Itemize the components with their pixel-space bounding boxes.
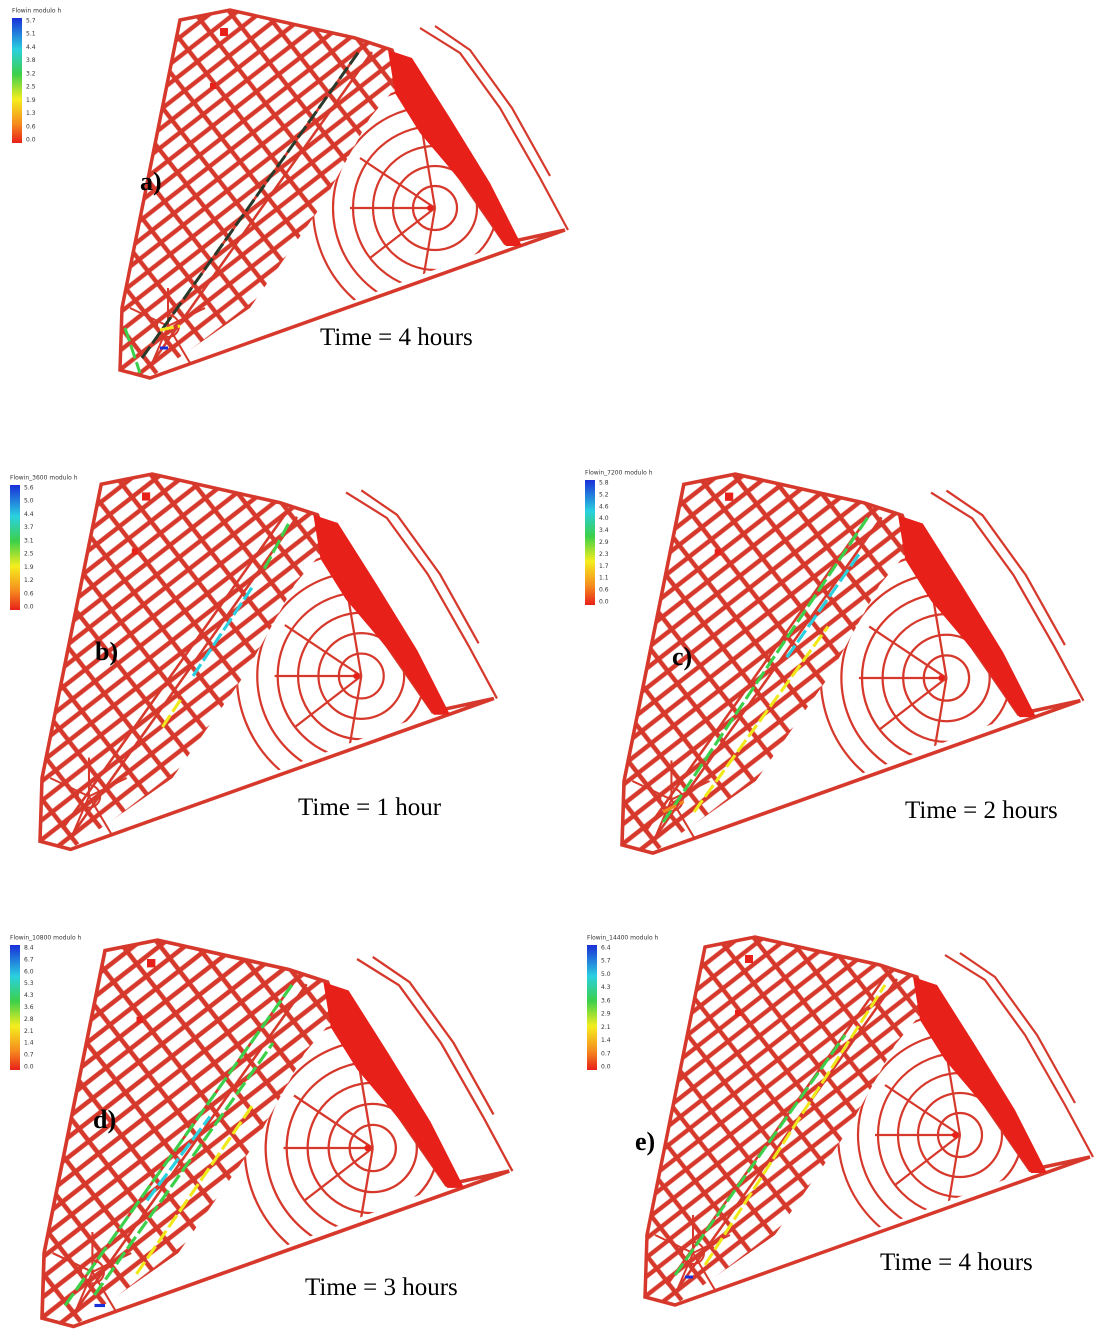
legend-tick-label: 3.6 xyxy=(601,997,611,1004)
legend-colorbar xyxy=(587,945,597,1070)
legend-title: Flowin_14400 modulo h xyxy=(587,935,659,942)
legend-tick-label: 2.3 xyxy=(599,551,609,558)
legend-tick-label: 6.7 xyxy=(24,956,34,963)
panel-label: a) xyxy=(140,167,162,196)
legend-tick-label: 3.8 xyxy=(26,57,36,64)
legend-tick-label: 0.0 xyxy=(599,599,609,606)
legend-colorbar xyxy=(10,485,20,610)
legend-tick-label: 5.1 xyxy=(26,31,36,38)
legend-title: Flowin_10800 modulo h xyxy=(10,935,82,942)
legend-tick-label: 5.3 xyxy=(24,980,34,987)
legend-colorbar xyxy=(12,18,22,143)
legend-tick-label: 0.6 xyxy=(24,590,34,597)
time-caption: Time = 1 hour xyxy=(298,794,442,821)
legend-tick-label: 4.6 xyxy=(599,503,609,510)
legend-tick-label: 4.4 xyxy=(24,511,34,518)
street-network xyxy=(120,8,570,378)
legend-tick-label: 5.7 xyxy=(26,18,36,25)
legend-colorbar xyxy=(10,945,20,1070)
legend-tick-label: 1.2 xyxy=(24,577,34,584)
legend-tick-label: 1.1 xyxy=(599,575,609,582)
legend-tick-label: 2.9 xyxy=(601,1011,611,1018)
time-caption: Time = 4 hours xyxy=(880,1249,1033,1276)
legend-tick-label: 1.7 xyxy=(599,563,609,570)
legend-tick-label: 3.4 xyxy=(599,527,609,534)
legend-tick-label: 0.0 xyxy=(24,604,34,611)
legend-tick-label: 5.7 xyxy=(601,958,611,965)
map-panel xyxy=(120,8,570,378)
panel-label: d) xyxy=(93,1105,116,1134)
panel-label: e) xyxy=(635,1127,655,1156)
panel-label: b) xyxy=(95,637,118,666)
legend-tick-label: 1.4 xyxy=(601,1037,611,1044)
legend-title: Flowin modulo h xyxy=(12,8,61,15)
legend-tick-label: 2.5 xyxy=(24,551,34,558)
panel-label: c) xyxy=(672,642,692,671)
legend-tick-label: 3.2 xyxy=(26,70,36,77)
legend-tick-label: 1.3 xyxy=(26,110,36,117)
legend-tick-label: 5.6 xyxy=(24,485,34,492)
legend-tick-label: 3.7 xyxy=(24,524,34,531)
legend-colorbar xyxy=(585,480,595,605)
time-caption: Time = 2 hours xyxy=(905,797,1058,824)
legend-tick-label: 1.9 xyxy=(24,564,34,571)
legend-tick-label: 4.3 xyxy=(601,984,611,991)
legend-tick-label: 2.8 xyxy=(24,1016,34,1023)
time-caption: Time = 3 hours xyxy=(305,1274,458,1301)
legend-tick-label: 8.4 xyxy=(24,945,34,952)
legend-tick-label: 3.1 xyxy=(24,537,34,544)
legend-tick-label: 5.0 xyxy=(601,971,611,978)
legend-title: Flowin_7200 modulo h xyxy=(585,470,653,477)
legend-tick-label: 0.0 xyxy=(601,1064,611,1071)
legend-tick-label: 0.6 xyxy=(599,587,609,594)
legend-tick-label: 6.4 xyxy=(601,945,611,952)
legend-tick-label: 1.4 xyxy=(24,1040,34,1047)
legend-tick-label: 4.3 xyxy=(24,992,34,999)
legend-tick-label: 1.9 xyxy=(26,97,36,104)
legend-tick-label: 5.8 xyxy=(599,480,609,487)
legend-tick-label: 2.1 xyxy=(24,1028,34,1035)
legend-tick-label: 0.7 xyxy=(24,1052,34,1059)
legend-tick-label: 3.6 xyxy=(24,1004,34,1011)
legend-tick-label: 6.0 xyxy=(24,968,34,975)
time-caption: Time = 4 hours xyxy=(320,324,473,351)
legend-tick-label: 4.4 xyxy=(26,44,36,51)
legend-tick-label: 5.0 xyxy=(24,498,34,505)
legend-title: Flowin_3600 modulo h xyxy=(10,475,78,482)
legend-tick-label: 4.0 xyxy=(599,515,609,522)
legend-tick-label: 2.1 xyxy=(601,1024,611,1031)
legend-tick-label: 2.9 xyxy=(599,539,609,546)
legend-tick-label: 2.5 xyxy=(26,84,36,91)
legend-tick-label: 0.0 xyxy=(26,137,36,144)
legend-tick-label: 5.2 xyxy=(599,491,609,498)
legend-tick-label: 0.7 xyxy=(601,1050,611,1057)
figure: Flowin modulo h 5.7 5.1 4.4 3.8 3.2 2.5 1.9 1.3 0… xyxy=(0,0,1105,1331)
legend-tick-label: 0.0 xyxy=(24,1064,34,1071)
legend-tick-label: 0.6 xyxy=(26,123,36,130)
